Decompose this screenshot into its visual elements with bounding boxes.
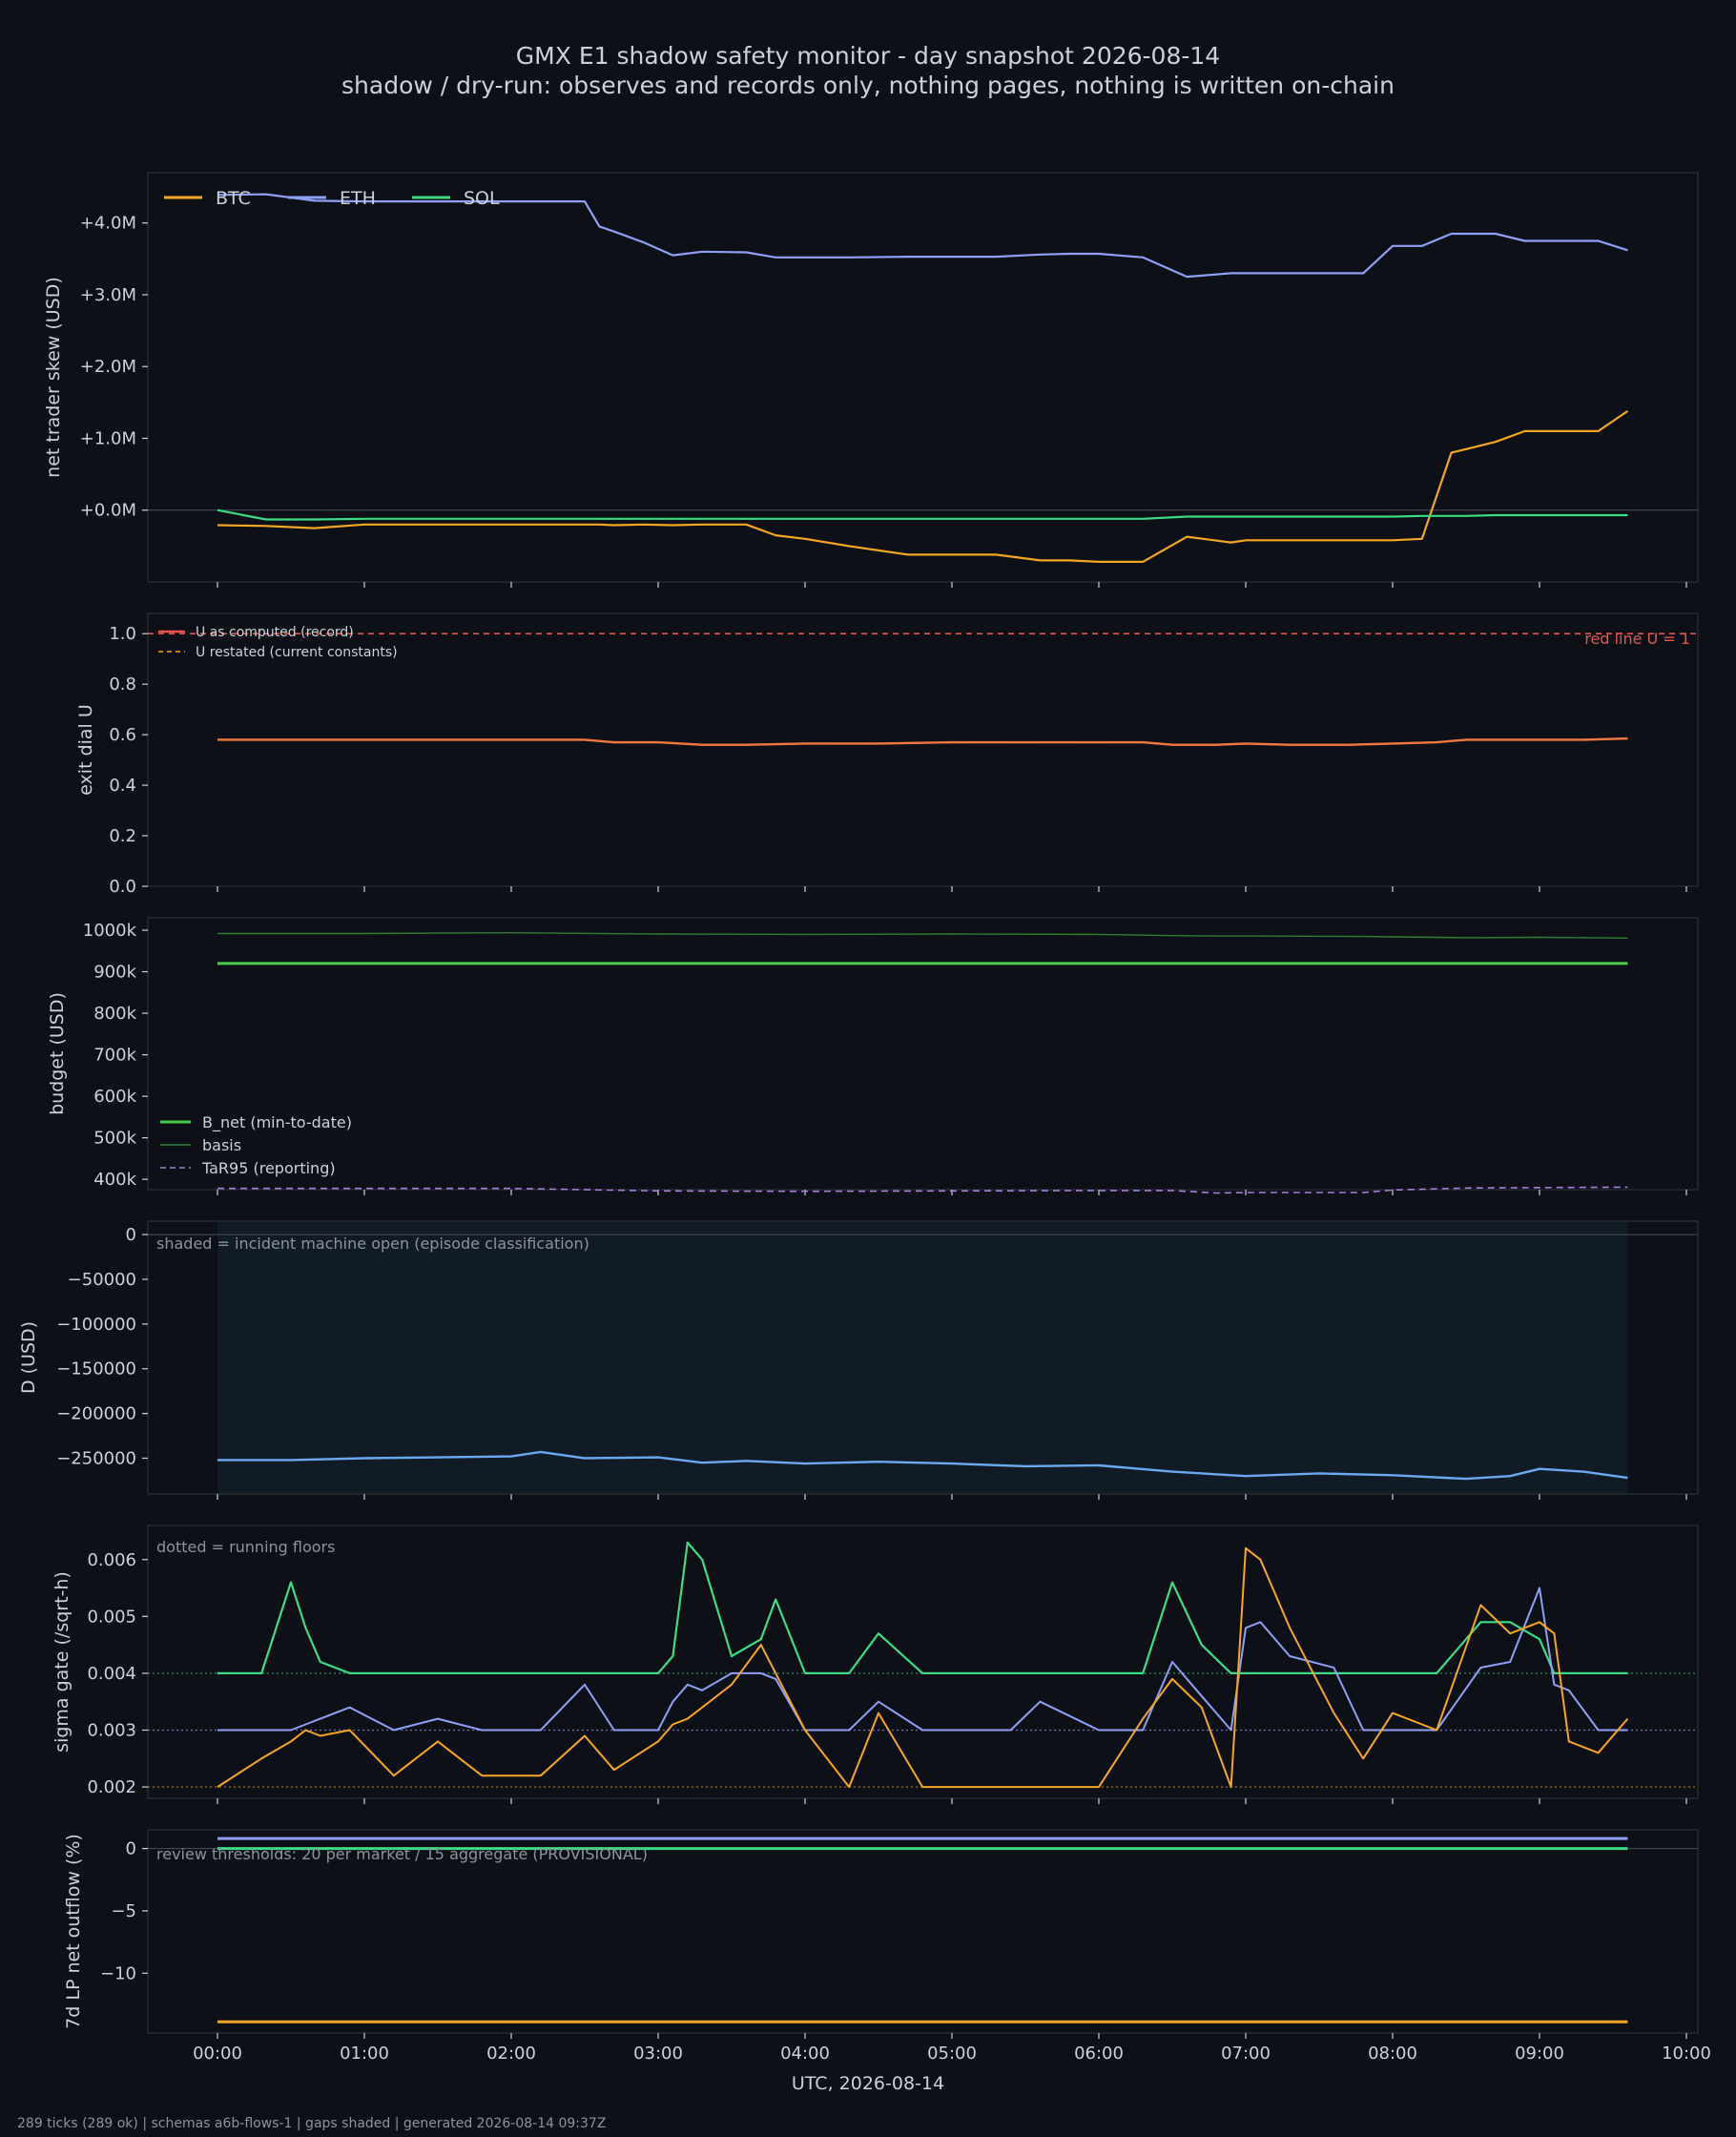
panel-frame-exit-dial: [147, 612, 1699, 887]
x-tick-label: 09:00: [1515, 2044, 1564, 2064]
y-tick-label: −250000: [56, 1448, 136, 1468]
y-tick-label: +1.0M: [80, 428, 136, 448]
x-tick-label: 05:00: [927, 2044, 977, 2064]
legend-label: SOL: [464, 188, 500, 209]
y-axis-label: exit dial U: [75, 704, 96, 796]
y-tick-label: −10: [100, 1963, 136, 1983]
y-axis-label: D (USD): [18, 1321, 39, 1394]
y-tick-label: 0.003: [87, 1721, 136, 1741]
y-tick-label: 900k: [93, 963, 136, 983]
y-tick-label: +2.0M: [80, 357, 136, 377]
legend-label: U restated (current constants): [196, 645, 398, 660]
legend-label: B_net (min-to-date): [202, 1113, 352, 1132]
y-tick-label: −50000: [68, 1270, 136, 1290]
y-tick-label: 500k: [93, 1129, 136, 1149]
y-tick-label: 0.6: [109, 725, 136, 745]
y-tick-label: −5: [111, 1901, 136, 1921]
y-tick-label: 0.005: [87, 1607, 136, 1627]
x-tick-label: 00:00: [193, 2044, 242, 2064]
series-line-sol: [217, 1541, 1628, 1675]
y-tick-label: 0.002: [87, 1777, 136, 1797]
series-line-sol: [217, 508, 1628, 521]
y-tick-label: +3.0M: [80, 285, 136, 305]
y-tick-label: 0.006: [87, 1550, 136, 1570]
y-axis-label: sigma gate (/sqrt-h): [52, 1571, 72, 1753]
panel-frame-sigma: [147, 1525, 1699, 1799]
panel-frame-d: [147, 1220, 1699, 1495]
y-tick-label: +0.0M: [80, 501, 136, 521]
y-tick-label: 0.4: [109, 776, 136, 796]
y-axis-label: net trader skew (USD): [43, 277, 64, 478]
y-tick-label: 400k: [93, 1170, 136, 1190]
series-line-d: [217, 1450, 1628, 1481]
legend-label: BTC: [216, 188, 251, 209]
panel-note: review thresholds: 20 per market / 15 ag…: [156, 1845, 648, 1863]
x-axis-label: UTC, 2026-08-14: [792, 2073, 944, 2094]
panel-note: dotted = running floors: [156, 1538, 335, 1556]
x-tick-label: 08:00: [1368, 2044, 1417, 2064]
red-line-label: red line U = 1: [1584, 630, 1690, 648]
y-tick-label: −150000: [56, 1359, 136, 1380]
series-line-eth: [217, 1587, 1628, 1732]
y-tick-label: 800k: [93, 1004, 136, 1024]
figure-title: GMX E1 shadow safety monitor - day snaps…: [516, 42, 1220, 70]
y-tick-label: 0: [126, 1225, 136, 1245]
x-tick-label: 10:00: [1662, 2044, 1711, 2064]
series-line-basis: [217, 932, 1628, 939]
y-tick-label: 1000k: [83, 921, 137, 941]
figure-subtitle: shadow / dry-run: observes and records o…: [341, 72, 1395, 99]
x-tick-label: 02:00: [486, 2044, 536, 2064]
y-axis-label: budget (USD): [47, 992, 68, 1115]
y-tick-label: 1.0: [109, 624, 136, 644]
panel-frame-budget: [147, 917, 1699, 1191]
x-tick-label: 01:00: [340, 2044, 389, 2064]
series-line-tar95: [217, 1186, 1628, 1194]
series-line-eth: [217, 193, 1628, 279]
series-line-u-computed: [217, 737, 1628, 746]
series-line-btc: [217, 409, 1629, 564]
y-tick-label: 0.0: [109, 877, 136, 897]
y-tick-label: 0.2: [109, 826, 136, 846]
legend-label: U as computed (record): [196, 625, 354, 640]
legend-label: ETH: [340, 188, 376, 209]
y-tick-label: 0: [126, 1839, 136, 1859]
panel-note: shaded = incident machine open (episode …: [156, 1234, 589, 1253]
x-tick-label: 04:00: [780, 2044, 830, 2064]
legend-label: TaR95 (reporting): [201, 1159, 336, 1177]
y-tick-label: −200000: [56, 1404, 136, 1424]
y-axis-label: 7d LP net outflow (%): [63, 1834, 84, 2029]
panel-frame-outflow: [147, 1829, 1699, 2034]
y-tick-label: 600k: [93, 1087, 136, 1107]
series-line-btc: [217, 1546, 1629, 1789]
x-tick-label: 07:00: [1221, 2044, 1271, 2064]
y-tick-label: 700k: [93, 1046, 136, 1066]
footer-status: 289 ticks (289 ok) | schemas a6b-flows-1…: [17, 2116, 606, 2131]
panel-frame-skew: [147, 172, 1699, 583]
incident-shade: [217, 1222, 1628, 1493]
y-tick-label: 0.8: [109, 674, 136, 695]
y-tick-label: +4.0M: [80, 214, 136, 234]
x-tick-label: 03:00: [633, 2044, 683, 2064]
x-tick-label: 06:00: [1074, 2044, 1124, 2064]
legend-label: basis: [202, 1136, 241, 1154]
y-tick-label: 0.004: [87, 1664, 136, 1684]
y-tick-label: −100000: [56, 1315, 136, 1335]
